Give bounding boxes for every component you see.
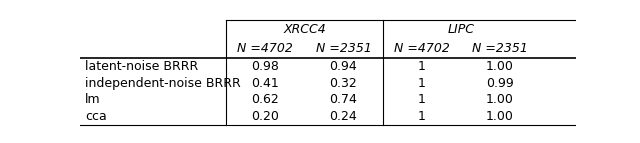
Text: N =4702: N =4702 xyxy=(237,42,293,55)
Text: 0.41: 0.41 xyxy=(252,77,279,90)
Text: N =2351: N =2351 xyxy=(316,42,371,55)
Text: LIPC: LIPC xyxy=(447,23,474,36)
Text: 0.99: 0.99 xyxy=(486,77,514,90)
Text: N =2351: N =2351 xyxy=(472,42,527,55)
Text: 1.00: 1.00 xyxy=(486,93,514,106)
Text: lm: lm xyxy=(85,93,100,106)
Text: 1.00: 1.00 xyxy=(486,60,514,73)
Text: cca: cca xyxy=(85,110,107,123)
Text: 0.20: 0.20 xyxy=(252,110,279,123)
Text: 0.98: 0.98 xyxy=(252,60,279,73)
Text: independent-noise BRRR: independent-noise BRRR xyxy=(85,77,241,90)
Text: 0.24: 0.24 xyxy=(330,110,357,123)
Text: N =4702: N =4702 xyxy=(394,42,449,55)
Text: 0.62: 0.62 xyxy=(252,93,279,106)
Text: 1.00: 1.00 xyxy=(486,110,514,123)
Text: 1: 1 xyxy=(418,93,426,106)
Text: 0.32: 0.32 xyxy=(330,77,357,90)
Text: 1: 1 xyxy=(418,60,426,73)
Text: XRCC4: XRCC4 xyxy=(283,23,326,36)
Text: 1: 1 xyxy=(418,77,426,90)
Text: latent-noise BRRR: latent-noise BRRR xyxy=(85,60,198,73)
Text: 0.94: 0.94 xyxy=(330,60,357,73)
Text: 1: 1 xyxy=(418,110,426,123)
Text: 0.74: 0.74 xyxy=(330,93,357,106)
